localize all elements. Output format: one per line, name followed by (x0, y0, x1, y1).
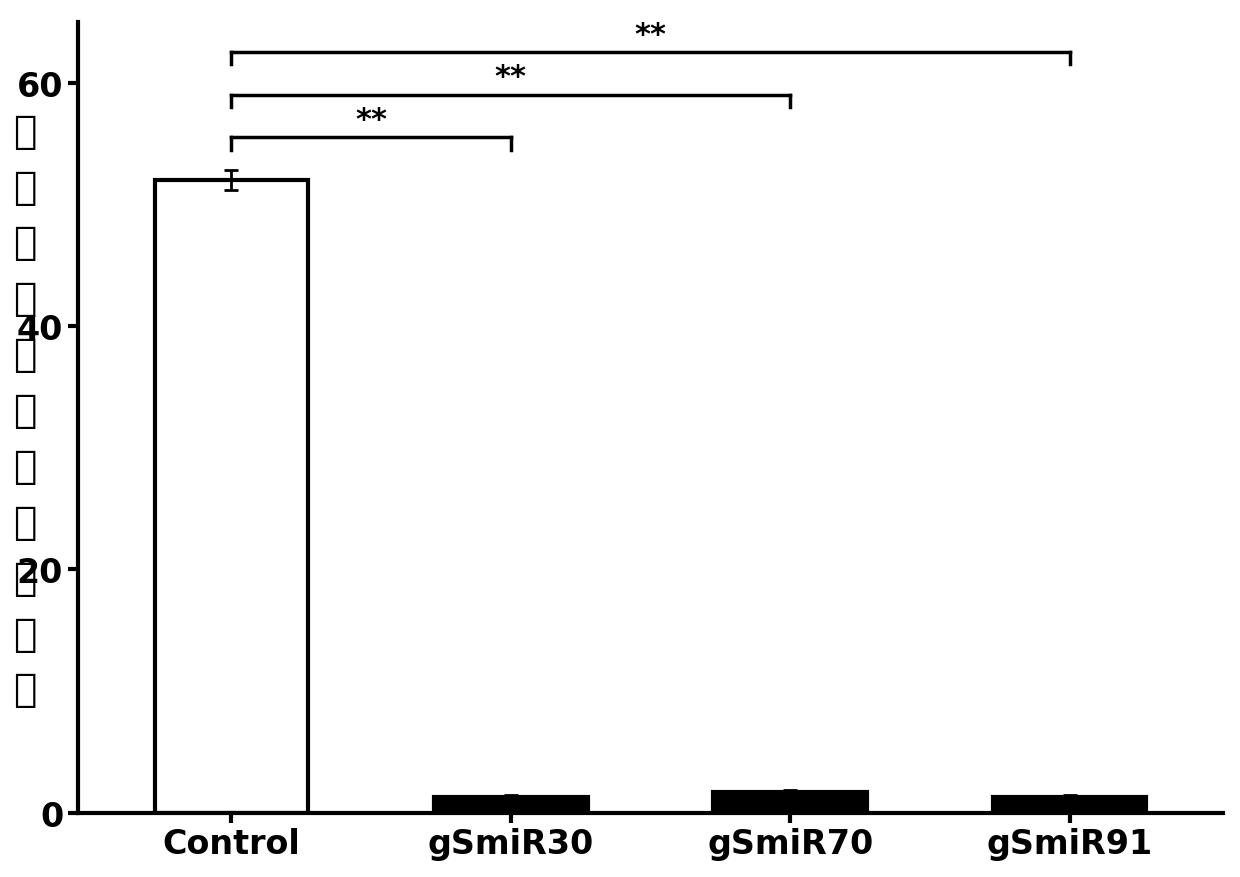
Text: 海: 海 (14, 112, 36, 151)
Text: 的: 的 (14, 447, 36, 485)
Bar (993, 797, 1147, 813)
Text: 对: 对 (14, 559, 36, 597)
Text: 醂: 醂 (14, 392, 36, 430)
Bar (713, 792, 867, 813)
Text: **: ** (355, 105, 387, 134)
Bar (434, 797, 588, 813)
Text: 性: 性 (14, 671, 36, 709)
Text: **: ** (495, 63, 527, 92)
Text: 活: 活 (14, 615, 36, 652)
Text: 素: 素 (14, 336, 36, 374)
Text: 光: 光 (14, 280, 36, 318)
Text: 荧: 荧 (14, 225, 36, 262)
Text: 相: 相 (14, 503, 36, 541)
Text: 肾: 肾 (14, 168, 36, 206)
Bar (155, 181, 309, 813)
Text: **: ** (635, 20, 667, 49)
